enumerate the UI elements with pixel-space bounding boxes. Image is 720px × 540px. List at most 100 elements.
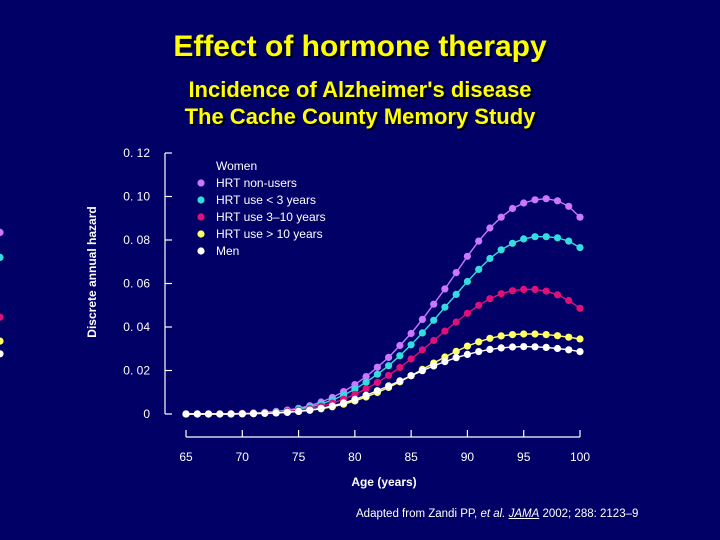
source-et-al: et al. xyxy=(480,508,506,520)
data-point xyxy=(531,343,539,351)
data-point xyxy=(430,300,438,308)
data-point xyxy=(542,233,550,241)
data-point xyxy=(508,204,517,213)
legend-entry: Men xyxy=(197,244,239,258)
legend-heading: Women xyxy=(216,159,257,173)
data-point xyxy=(553,344,562,353)
data-point xyxy=(531,330,539,338)
data-point xyxy=(475,301,483,309)
x-tick-label: 85 xyxy=(404,450,418,464)
x-axis-label: Age (years) xyxy=(351,475,416,489)
data-point xyxy=(508,343,517,351)
source-journal: JAMA xyxy=(508,508,540,520)
data-point xyxy=(0,313,4,321)
data-point xyxy=(373,387,381,395)
source-citation: Adapted from Zandi PP, et al. JAMA 2002;… xyxy=(356,508,638,520)
data-point xyxy=(463,342,471,350)
data-point xyxy=(565,296,573,305)
data-point xyxy=(204,410,213,418)
data-point xyxy=(576,304,584,312)
data-point xyxy=(0,253,4,261)
data-point xyxy=(373,363,381,371)
slide-subtitle: Incidence of Alzheimer's disease The Cac… xyxy=(0,76,720,130)
data-point xyxy=(396,352,404,360)
data-point xyxy=(497,213,505,221)
data-point xyxy=(520,285,528,293)
legend-label: HRT use 3–10 years xyxy=(216,210,326,224)
data-point xyxy=(531,233,539,241)
data-point xyxy=(385,362,393,370)
data-point xyxy=(373,378,381,387)
data-point xyxy=(542,331,550,339)
data-point xyxy=(193,410,201,418)
data-point xyxy=(238,410,246,418)
data-point xyxy=(430,336,438,345)
data-point xyxy=(441,327,449,335)
data-point xyxy=(542,343,550,351)
data-point xyxy=(531,285,539,293)
x-tick-label: 70 xyxy=(236,450,250,464)
legend-label: HRT use < 3 years xyxy=(216,193,316,207)
data-point xyxy=(542,195,550,203)
data-point xyxy=(520,330,528,338)
data-point xyxy=(396,363,404,372)
x-tick-label: 65 xyxy=(179,450,193,464)
data-point xyxy=(396,341,404,350)
data-point xyxy=(486,224,494,232)
data-point xyxy=(249,410,258,418)
data-point xyxy=(0,228,4,236)
data-point xyxy=(351,385,359,393)
data-point xyxy=(418,329,426,337)
data-point xyxy=(182,410,190,418)
y-tick-label: 0. 04 xyxy=(123,320,150,334)
legend-marker xyxy=(197,230,205,238)
data-point xyxy=(463,252,471,260)
data-point xyxy=(520,343,528,351)
data-point xyxy=(542,287,550,295)
legend-entry: HRT use 3–10 years xyxy=(197,210,326,224)
x-tick-label: 75 xyxy=(292,450,306,464)
y-tick-label: 0. 06 xyxy=(123,277,150,291)
data-point xyxy=(441,358,449,366)
x-tick-label: 95 xyxy=(517,450,531,464)
y-tick-label: 0 xyxy=(143,407,150,421)
y-tick-label: 0. 08 xyxy=(123,233,150,247)
data-point xyxy=(272,409,280,417)
subtitle-line-2: The Cache County Memory Study xyxy=(184,104,536,129)
chart-series xyxy=(0,195,584,418)
y-tick-label: 0. 02 xyxy=(123,364,150,378)
data-point xyxy=(362,373,370,381)
data-point xyxy=(452,347,460,355)
series-5 xyxy=(0,343,584,418)
data-point xyxy=(0,350,4,358)
data-point xyxy=(475,265,483,273)
data-point xyxy=(508,239,517,247)
data-point xyxy=(463,309,471,317)
legend-label: HRT non-users xyxy=(216,176,297,190)
data-point xyxy=(407,329,415,338)
data-point xyxy=(362,378,370,386)
series-line xyxy=(186,235,581,415)
data-point xyxy=(576,244,584,252)
data-point xyxy=(317,404,325,412)
x-tick-label: 90 xyxy=(461,450,475,464)
data-point xyxy=(452,318,460,326)
data-point xyxy=(306,406,314,414)
legend-entry: HRT use > 10 years xyxy=(197,227,323,241)
x-tick-label: 80 xyxy=(348,450,362,464)
y-axis-label: Discrete annual hazard xyxy=(85,206,99,337)
data-point xyxy=(407,372,415,380)
data-point xyxy=(565,202,573,210)
legend-marker xyxy=(197,196,205,204)
data-point xyxy=(463,350,471,358)
chart-axes: 0 0. 02 0. 04 0. 06 0. 08 0. 10 0. 12 65 70 75 80 8… xyxy=(123,146,590,464)
data-point xyxy=(553,291,562,299)
data-point xyxy=(385,371,393,379)
legend-marker xyxy=(197,179,205,187)
data-point xyxy=(0,337,4,345)
data-point xyxy=(576,213,584,221)
data-point xyxy=(373,370,381,378)
data-point xyxy=(452,290,460,298)
data-point xyxy=(508,331,517,339)
